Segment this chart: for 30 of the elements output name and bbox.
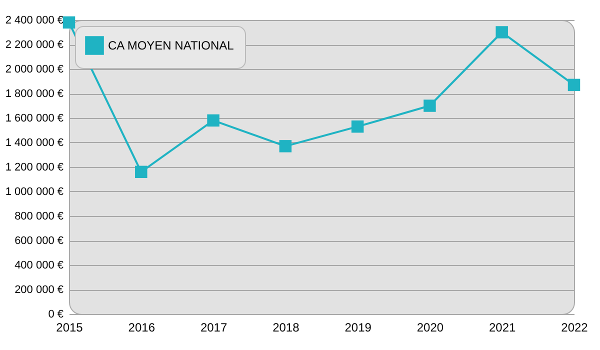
point [568, 78, 580, 92]
point [62, 16, 76, 29]
y-tick-label: 2 200 000 € [5, 39, 64, 51]
y-tick-label: 1 400 000 € [5, 137, 64, 149]
y-tick-label: 1 000 000 € [5, 186, 64, 198]
y-tick-label: 800 000 € [14, 210, 64, 222]
y-tick-label: 2 400 000 € [5, 14, 64, 26]
point [207, 114, 220, 127]
x-tick-label: 2021 [489, 320, 516, 334]
x-tick-label: 2022 [561, 320, 588, 334]
x-tick-label: 2019 [344, 320, 372, 334]
y-tick-label: 600 000 € [14, 235, 64, 247]
point [496, 26, 508, 38]
y-tick-label: 1 800 000 € [5, 88, 64, 100]
y-tick-label: 1 600 000 € [5, 112, 64, 124]
point [351, 120, 364, 133]
x-tick-label: 2015 [56, 320, 84, 334]
point [279, 140, 292, 152]
y-tick-label: 400 000 € [14, 260, 64, 272]
y-tick-label: 0 € [48, 308, 64, 320]
point [424, 100, 436, 112]
y-tick-label: 200 000 € [14, 284, 64, 296]
x-tick-label: 2017 [200, 320, 228, 334]
y-tick-label: 1 200 000 € [5, 162, 64, 174]
x-tick-label: 2018 [272, 320, 300, 334]
x-tick-label: 2020 [416, 320, 444, 334]
x-tick-label: 2016 [128, 320, 156, 334]
y-tick-label: 2 000 000 € [5, 64, 64, 76]
legend-label: CA MOYEN NATIONAL [108, 38, 234, 52]
point [135, 166, 148, 178]
